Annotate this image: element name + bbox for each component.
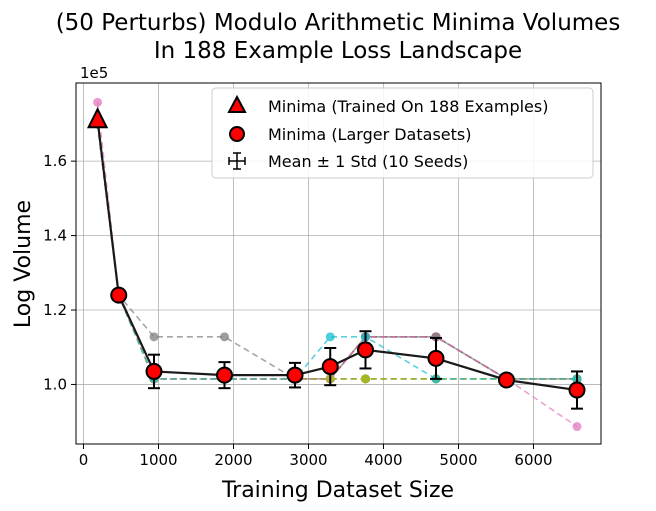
mean-point [145,362,163,380]
x-tick-label: 5000 [439,451,477,469]
mean-point [357,341,374,359]
chart-title-line-2: In 188 Example Loss Landscape [154,38,522,64]
mean-line [96,120,578,392]
legend-label-larger: Minima (Larger Datasets) [268,125,471,144]
legend-label-mean: Mean ± 1 Std (10 Seeds) [268,152,468,171]
mean-point [427,349,445,367]
chart-title-line-1: (50 Perturbs) Modulo Arithmetic Minima V… [56,10,621,36]
mean-point [286,366,304,384]
x-axis-label: Training Dataset Size [221,478,454,503]
y-tick-label: 1.4 [43,227,67,245]
x-tick-label: 4000 [364,451,402,469]
mean-point [498,371,515,389]
seed-point [325,332,335,342]
mean-point [110,286,128,304]
seed-series-line [96,123,577,380]
mean-point [321,358,339,376]
mean-series-group [86,106,586,410]
legend-triangle-marker [227,94,247,113]
plot-frame [75,82,602,445]
seed-point [149,332,159,342]
y-axis-ticks: 1.0 1.2 1.4 1.6 [43,152,76,393]
mean-point [568,381,586,399]
seed-point [220,332,229,342]
seed-series-line [96,123,577,380]
y-tick-label: 1.0 [43,375,67,393]
legend-box [211,87,594,179]
trained-minimum-marker [86,106,109,129]
legend-errorbar-marker [228,152,246,170]
x-tick-label: 3000 [289,451,327,469]
y-axis-label: Log Volume [11,200,36,328]
x-tick-label: 2000 [214,451,252,469]
mean-point [216,366,233,384]
legend: Minima (Trained On 188 Examples) Minima … [211,87,594,179]
seed-point [93,97,103,107]
legend-label-trained: Minima (Trained On 188 Examples) [268,97,548,116]
x-tick-label: 0 [79,451,89,469]
legend-circle-marker [229,126,245,142]
x-tick-label: 6000 [514,451,552,469]
y-tick-label: 1.2 [43,301,67,319]
seed-point [572,422,582,432]
seed-point [361,374,370,384]
x-axis-ticks: 0 1000 2000 3000 4000 5000 6000 [79,444,553,469]
y-offset-label: 1e5 [80,64,108,82]
x-tick-label: 1000 [139,451,177,469]
seed-point [431,332,441,342]
y-tick-label: 1.6 [43,152,67,170]
